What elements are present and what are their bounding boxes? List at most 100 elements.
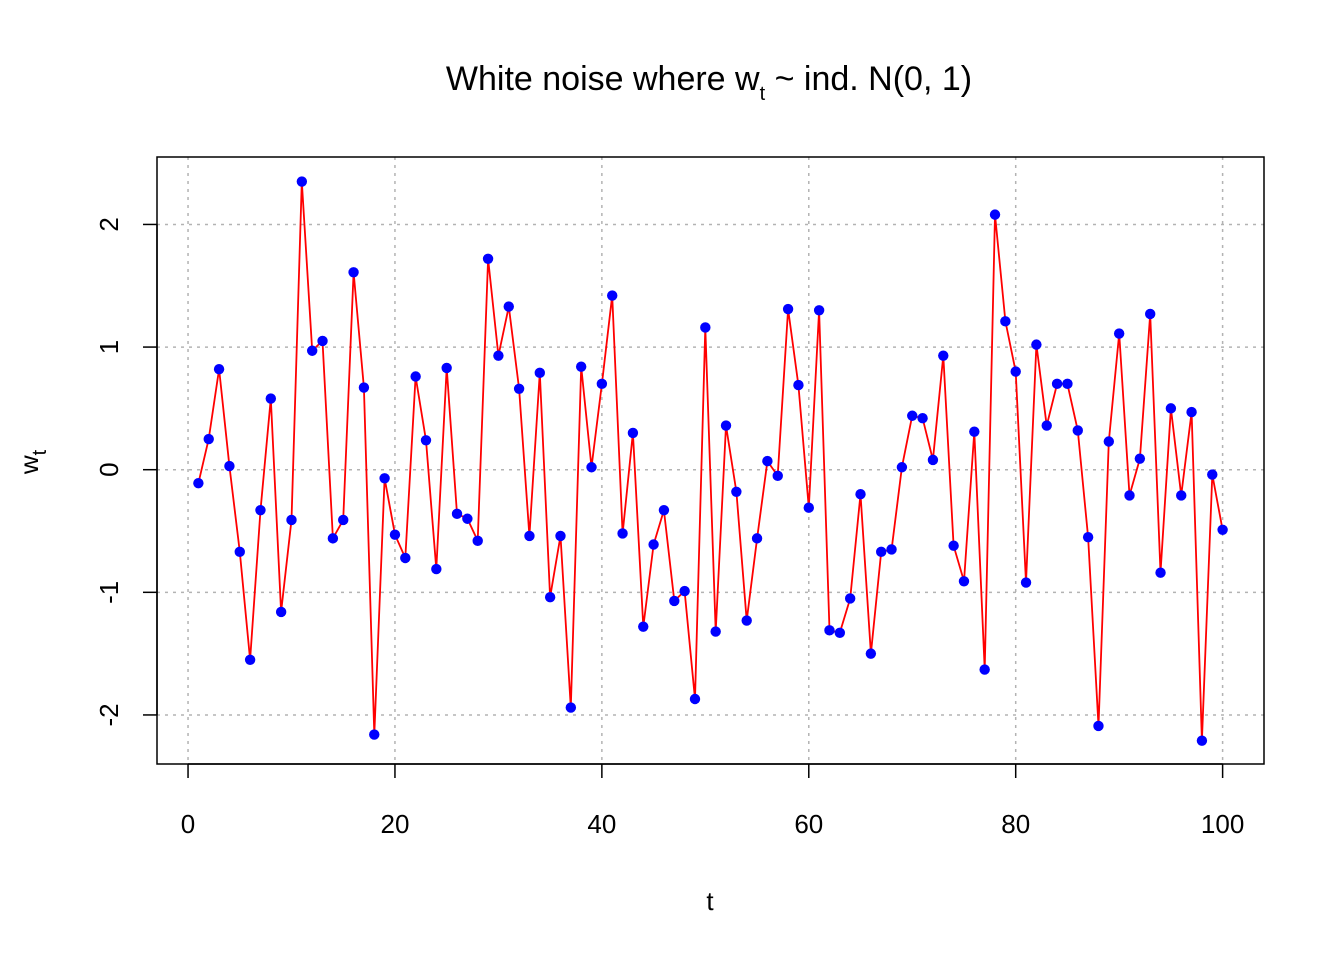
series-points <box>193 176 1228 746</box>
data-point <box>679 585 690 597</box>
data-point <box>379 473 390 484</box>
data-point <box>493 350 504 361</box>
data-point <box>844 593 856 604</box>
data-point <box>358 382 370 393</box>
data-point <box>503 301 514 312</box>
data-point <box>586 462 597 473</box>
data-point <box>710 626 721 637</box>
x-tick-label: 0 <box>181 809 195 839</box>
data-point <box>948 540 959 551</box>
data-point <box>638 621 649 632</box>
data-point <box>224 460 235 472</box>
x-tick-label: 100 <box>1201 809 1244 839</box>
data-point <box>244 654 256 665</box>
data-point <box>1000 316 1011 327</box>
data-point <box>1196 735 1208 746</box>
data-point <box>596 378 608 390</box>
data-point <box>700 322 711 333</box>
data-point <box>317 335 328 347</box>
y-axis-label-main: w <box>14 455 44 475</box>
data-point <box>793 379 804 391</box>
data-point <box>989 209 1001 220</box>
x-axis: 0 20 40 60 80 100 <box>181 763 1244 839</box>
data-point <box>969 426 980 437</box>
data-point <box>1207 469 1218 480</box>
data-point <box>876 546 887 558</box>
data-point <box>1134 453 1146 464</box>
data-point <box>389 529 401 540</box>
data-point <box>741 615 752 626</box>
data-point <box>400 552 411 564</box>
data-point <box>524 530 535 542</box>
data-point <box>896 462 908 473</box>
data-point <box>834 627 846 638</box>
data-point <box>1072 425 1083 436</box>
series-polyline <box>197 181 1224 741</box>
data-point <box>627 427 639 439</box>
y-tick-label: 0 <box>94 462 124 476</box>
data-point <box>410 371 421 382</box>
data-point <box>865 648 877 659</box>
data-point <box>441 362 452 374</box>
data-point <box>938 350 949 361</box>
x-tick-label: 40 <box>587 809 616 839</box>
data-point <box>348 267 359 278</box>
x-tick-label: 80 <box>1001 809 1030 839</box>
data-point <box>513 383 525 394</box>
data-point <box>689 693 701 705</box>
y-tick-label: -1 <box>94 581 124 604</box>
x-tick-label: 20 <box>380 809 409 839</box>
data-point <box>275 606 287 618</box>
data-point <box>213 363 225 375</box>
data-point <box>1113 328 1125 339</box>
y-axis: -2 -1 0 1 2 <box>94 217 158 727</box>
data-point <box>255 504 266 516</box>
data-point <box>1165 403 1177 414</box>
data-point <box>824 625 835 636</box>
data-point <box>482 253 494 264</box>
data-point <box>544 592 556 603</box>
data-point <box>927 454 939 466</box>
data-point <box>203 433 214 445</box>
y-tick-label: 2 <box>94 217 124 231</box>
chart-title-prefix: White noise where w <box>446 60 760 98</box>
data-point <box>575 361 587 372</box>
data-point <box>565 702 577 713</box>
data-point <box>265 393 277 404</box>
data-point <box>1217 524 1228 535</box>
data-point <box>813 305 825 316</box>
data-point <box>1062 378 1073 390</box>
data-point <box>234 546 245 558</box>
series-line <box>197 181 1224 741</box>
data-point <box>1010 366 1021 377</box>
data-point <box>958 576 970 587</box>
data-point <box>431 563 442 575</box>
data-point <box>296 176 308 187</box>
data-point <box>658 504 670 516</box>
data-point <box>855 489 866 500</box>
data-point <box>369 729 380 740</box>
data-point <box>420 435 432 446</box>
data-point <box>472 535 483 547</box>
y-axis-label-subscript: t <box>29 449 51 455</box>
data-point <box>803 502 814 513</box>
data-point <box>451 508 463 520</box>
data-point <box>462 513 473 524</box>
data-point <box>306 345 318 356</box>
data-point <box>534 367 545 379</box>
chart-title-subscript: t <box>760 83 766 105</box>
data-point <box>669 595 680 607</box>
data-point <box>1144 308 1156 320</box>
y-axis-label: wt <box>14 449 51 475</box>
data-point <box>907 410 918 421</box>
data-point <box>1176 490 1187 501</box>
data-point <box>338 514 349 526</box>
data-point <box>1186 406 1197 418</box>
data-point <box>782 303 794 315</box>
data-point <box>720 420 732 431</box>
data-point <box>648 539 659 550</box>
data-point <box>979 664 990 675</box>
data-point <box>1051 378 1063 390</box>
